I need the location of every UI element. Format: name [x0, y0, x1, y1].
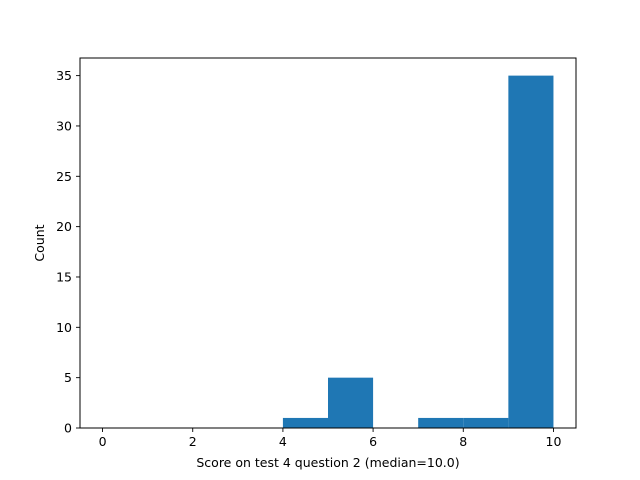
y-tick-label: 35 [56, 68, 72, 83]
plot-area [80, 58, 576, 428]
x-tick-label: 10 [546, 434, 562, 449]
x-tick-label: 2 [189, 434, 197, 449]
y-tick-label: 5 [64, 370, 72, 385]
y-tick-label: 0 [64, 421, 72, 436]
x-axis-ticks: 0 2 4 6 8 10 [99, 428, 562, 449]
x-axis-label: Score on test 4 question 2 (median=10.0) [196, 455, 459, 470]
y-tick-label: 30 [56, 118, 72, 133]
histogram-bar-7 [418, 417, 464, 428]
bars-group [282, 75, 554, 428]
histogram-bar-4 [282, 417, 328, 428]
x-tick-label: 0 [99, 434, 107, 449]
histogram-bar-8 [463, 417, 509, 428]
x-tick-label: 8 [459, 434, 467, 449]
y-axis-label: Count [32, 224, 47, 261]
histogram-bar-5 [328, 377, 374, 428]
x-tick-label: 6 [369, 434, 377, 449]
y-tick-label: 15 [56, 269, 72, 284]
y-tick-label: 20 [56, 219, 72, 234]
x-tick-label: 4 [279, 434, 287, 449]
plot-frame [79, 57, 577, 429]
y-axis-ticks: 0 5 10 15 20 25 30 35 [56, 68, 80, 436]
histogram-bar-9 [508, 75, 554, 428]
y-tick-label: 25 [56, 169, 72, 184]
y-tick-label: 10 [56, 320, 72, 335]
